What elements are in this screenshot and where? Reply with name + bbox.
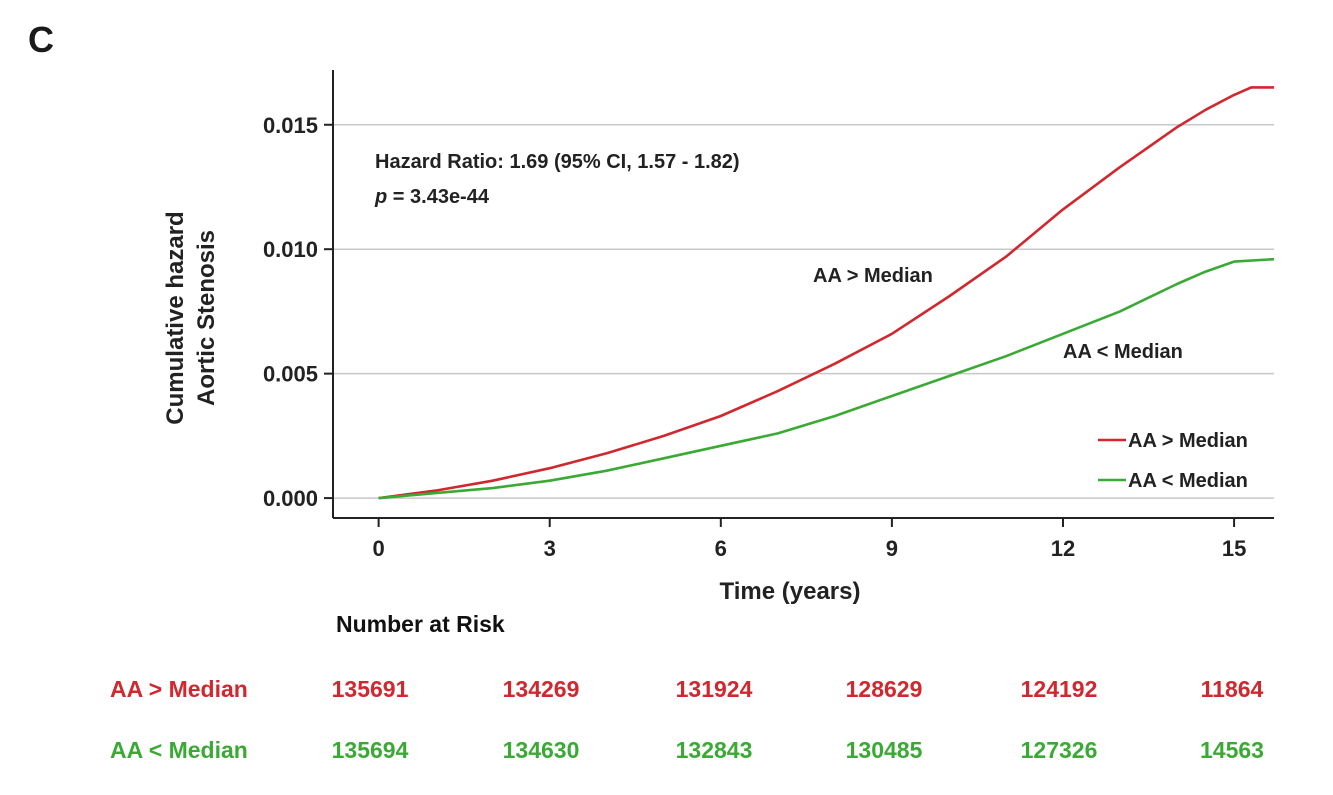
y-axis-title-line-2: Aortic Stenosis — [193, 230, 220, 406]
risk-cell: 128629 — [846, 676, 923, 702]
risk-cell: 130485 — [846, 737, 923, 763]
x-tick-label: 12 — [1051, 536, 1075, 561]
risk-cell: 132843 — [676, 737, 753, 763]
x-tick-label: 6 — [715, 536, 727, 561]
x-tick-label: 0 — [372, 536, 384, 561]
axes — [324, 70, 1274, 527]
x-tick-label: 9 — [886, 536, 898, 561]
risk-cell: 134269 — [503, 676, 580, 702]
x-tick-label: 15 — [1222, 536, 1246, 561]
risk-cell: 135694 — [332, 737, 409, 763]
curve-label-low: AA < Median — [1063, 341, 1183, 363]
risk-table-title: Number at Risk — [336, 611, 505, 637]
legend-label-2: AA < Median — [1128, 470, 1248, 492]
y-tick-label: 0.000 — [263, 486, 318, 511]
p-value: = 3.43e-44 — [387, 186, 490, 208]
risk-cell: 127326 — [1021, 737, 1098, 763]
risk-cell: 134630 — [503, 737, 580, 763]
p-symbol: p — [374, 186, 387, 208]
risk-cell: 135691 — [332, 676, 409, 702]
curve-label-high: AA > Median — [813, 265, 933, 287]
y-tick-labels: 0.000 0.005 0.010 0.015 — [263, 113, 318, 511]
curve-series-1 — [378, 86, 1274, 500]
x-tick-labels: 0 3 6 9 12 15 — [372, 536, 1246, 561]
grid-lines — [333, 124, 1274, 499]
legend-label-1: AA > Median — [1128, 430, 1248, 452]
x-tick-label: 3 — [544, 536, 556, 561]
panel-label: C — [28, 19, 54, 60]
risk-table: AA > Median 135691 134269 131924 128629 12419… — [110, 676, 1264, 763]
risk-cell: 11864 — [1201, 676, 1264, 702]
hazard-ratio-annotation: Hazard Ratio: 1.69 (95% CI, 1.57 - 1.82) — [375, 151, 740, 173]
y-axis-title-line-1: Cumulative hazard — [162, 211, 189, 424]
y-tick-label: 0.010 — [263, 237, 318, 262]
y-tick-label: 0.005 — [263, 362, 318, 387]
p-value-annotation: p = 3.43e-44 — [374, 186, 490, 208]
risk-cell: 14563 — [1200, 737, 1264, 763]
plot-curves — [378, 86, 1275, 500]
curve-series-2 — [378, 257, 1275, 500]
risk-cell: 131924 — [676, 676, 753, 702]
x-axis-title: Time (years) — [720, 578, 861, 605]
risk-row-label-1: AA > Median — [110, 676, 248, 702]
risk-row-label-2: AA < Median — [110, 737, 248, 763]
risk-cell: 124192 — [1021, 676, 1098, 702]
legend: AA > Median AA < Median — [1098, 430, 1248, 492]
y-tick-label: 0.015 — [263, 113, 318, 138]
